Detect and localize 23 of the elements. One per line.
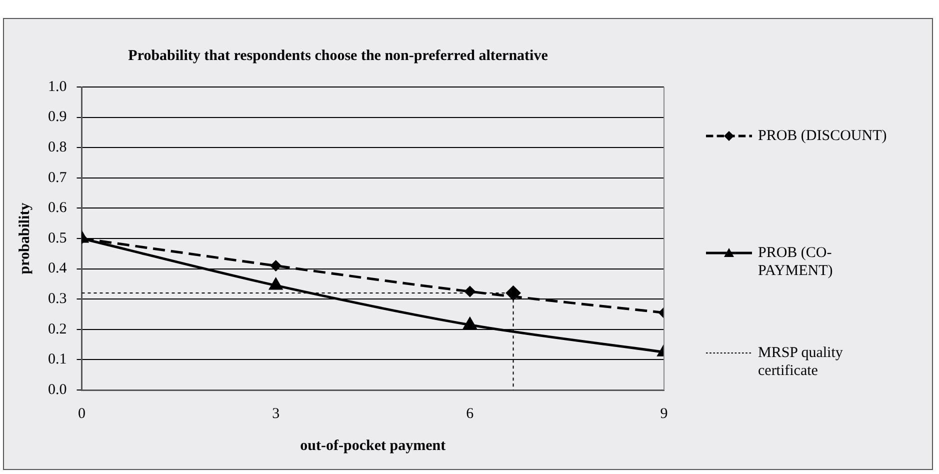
y-tick-label: 0.7: [48, 170, 68, 186]
y-tick-label: 0.2: [48, 321, 67, 338]
y-tick-label: 0.9: [48, 109, 67, 126]
x-tick-label: 9: [660, 406, 668, 422]
y-tick-label: 0.8: [48, 140, 67, 156]
y-tick-label: 0.6: [48, 200, 68, 216]
y-tick-label: 0.1: [48, 352, 67, 368]
point: [463, 318, 476, 330]
x-axis-title: out-of-pocket payment: [300, 438, 446, 454]
y-axis-title: probability: [16, 202, 33, 274]
point: [269, 278, 282, 290]
x-tick-label: 0: [78, 406, 86, 422]
x-tick-label: 3: [272, 406, 280, 422]
y-tick-label: 1.0: [48, 78, 67, 95]
y-tick-label: 0.3: [48, 291, 67, 308]
legend-label: PROB (DISCOUNT): [758, 127, 888, 145]
chart-title: Probability that respondents choose the non-preferred alternative: [128, 48, 548, 64]
y-tick-label: 0.5: [48, 230, 67, 246]
y-tick-label: 0.0: [48, 382, 67, 398]
y-tick-label: 0.4: [48, 260, 68, 277]
x-tick-label: 6: [466, 406, 474, 422]
legend-label: MRSP quality certificate: [758, 344, 844, 380]
legend-label: PROB (CO-PAYMENT): [758, 244, 834, 280]
